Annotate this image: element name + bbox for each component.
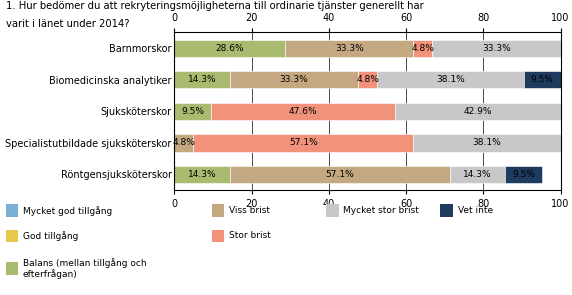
Bar bbox=[174, 166, 230, 183]
Bar bbox=[174, 71, 230, 88]
Bar bbox=[414, 134, 561, 152]
Bar bbox=[174, 103, 211, 120]
Bar bbox=[358, 71, 377, 88]
Bar bbox=[432, 40, 561, 57]
Bar bbox=[395, 103, 561, 120]
Text: Balans (mellan tillgång och
efterfrågan): Balans (mellan tillgång och efterfrågan) bbox=[23, 258, 146, 279]
Bar bbox=[193, 134, 414, 152]
Text: 9.5%: 9.5% bbox=[531, 75, 554, 84]
Bar bbox=[230, 166, 450, 183]
Bar bbox=[211, 103, 395, 120]
Text: 4.8%: 4.8% bbox=[356, 75, 379, 84]
Text: varit i länet under 2014?: varit i länet under 2014? bbox=[6, 19, 129, 29]
Text: 33.3%: 33.3% bbox=[482, 44, 511, 53]
Text: 57.1%: 57.1% bbox=[289, 138, 317, 148]
Text: 33.3%: 33.3% bbox=[335, 44, 364, 53]
Text: 14.3%: 14.3% bbox=[188, 170, 216, 179]
Bar bbox=[414, 40, 432, 57]
Text: Mycket god tillgång: Mycket god tillgång bbox=[23, 206, 112, 216]
Text: 4.8%: 4.8% bbox=[172, 138, 195, 148]
Text: 28.6%: 28.6% bbox=[216, 44, 244, 53]
Bar bbox=[174, 40, 285, 57]
Text: 14.3%: 14.3% bbox=[463, 170, 492, 179]
Text: Viss brist: Viss brist bbox=[229, 206, 270, 215]
Text: 9.5%: 9.5% bbox=[181, 107, 204, 116]
Text: 1. Hur bedömer du att rekryteringsmöjligheterna till ordinarie tjänster generell: 1. Hur bedömer du att rekryteringsmöjlig… bbox=[6, 1, 423, 12]
Text: 42.9%: 42.9% bbox=[463, 107, 492, 116]
Bar bbox=[505, 166, 542, 183]
Text: Stor brist: Stor brist bbox=[229, 232, 271, 240]
Text: 14.3%: 14.3% bbox=[188, 75, 216, 84]
Text: Vet inte: Vet inte bbox=[458, 206, 492, 215]
Bar bbox=[450, 166, 505, 183]
Text: 4.8%: 4.8% bbox=[411, 44, 434, 53]
Text: 38.1%: 38.1% bbox=[472, 138, 502, 148]
Bar bbox=[230, 71, 358, 88]
Text: Mycket stor brist: Mycket stor brist bbox=[343, 206, 419, 215]
Bar bbox=[377, 71, 524, 88]
Text: 9.5%: 9.5% bbox=[512, 170, 535, 179]
Text: God tillgång: God tillgång bbox=[23, 231, 78, 241]
Text: 38.1%: 38.1% bbox=[436, 75, 464, 84]
Text: 47.6%: 47.6% bbox=[289, 107, 317, 116]
Bar bbox=[285, 40, 414, 57]
Text: 57.1%: 57.1% bbox=[325, 170, 354, 179]
Bar bbox=[174, 134, 193, 152]
Bar bbox=[524, 71, 561, 88]
Text: 33.3%: 33.3% bbox=[280, 75, 308, 84]
